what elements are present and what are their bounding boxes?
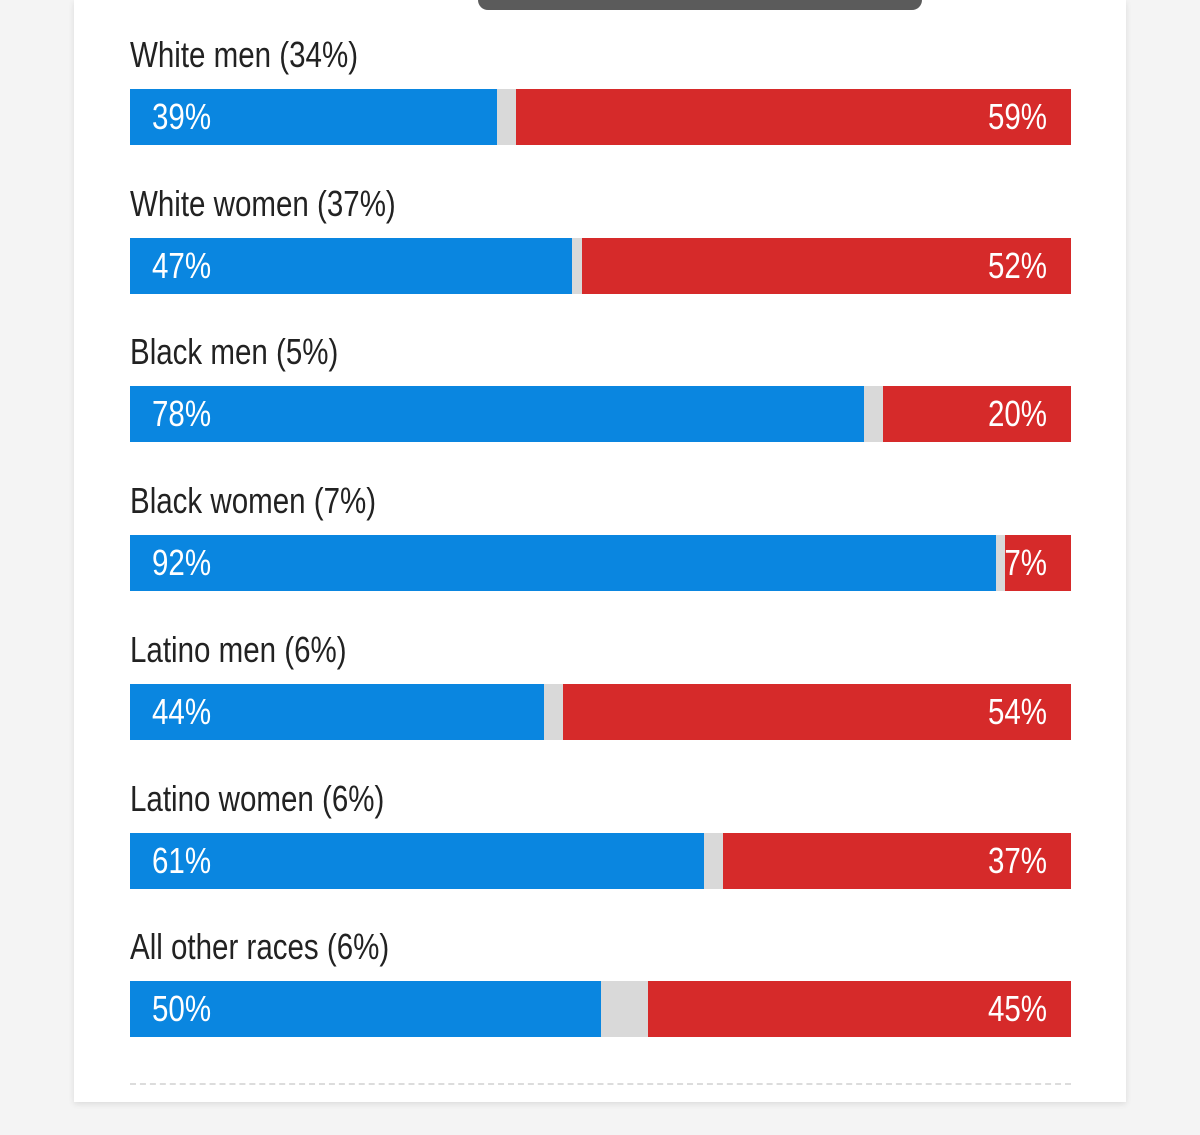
red-bar-segment	[882, 386, 1071, 442]
bar-row: 44% 54%	[130, 684, 1071, 740]
blue-bar-segment	[130, 386, 864, 442]
red-value-label: 59%	[987, 96, 1047, 137]
red-value-label: 20%	[987, 393, 1047, 434]
blue-bar-segment	[130, 684, 545, 740]
category-label: White men (34%)	[130, 34, 359, 75]
bar-row: 47% 52%	[130, 238, 1071, 294]
bar-row: 50% 45%	[130, 981, 1071, 1037]
blue-bar-segment	[130, 89, 497, 145]
category-label: Black women (7%)	[130, 480, 377, 521]
red-value-label: 7%	[1004, 542, 1047, 583]
blue-value-label: 92%	[152, 542, 212, 583]
bar-row: 92% 7%	[130, 535, 1071, 591]
bar-row: 39% 59%	[130, 89, 1071, 145]
bottom-dashed-divider	[130, 1083, 1071, 1085]
red-value-label: 54%	[987, 691, 1047, 732]
red-value-label: 45%	[987, 988, 1047, 1029]
blue-value-label: 78%	[152, 393, 212, 434]
blue-bar-segment	[130, 238, 573, 294]
blue-value-label: 44%	[152, 691, 212, 732]
red-bar-segment	[1005, 535, 1071, 591]
blue-value-label: 39%	[152, 96, 212, 137]
blue-bar-segment	[130, 535, 996, 591]
category-label: Latino men (6%)	[130, 629, 347, 670]
red-value-label: 52%	[987, 245, 1047, 286]
blue-bar-segment	[130, 833, 704, 889]
blue-value-label: 50%	[152, 988, 212, 1029]
blue-bar-segment	[130, 981, 601, 1037]
category-label: White women (37%)	[130, 183, 396, 224]
blue-value-label: 47%	[152, 245, 212, 286]
drag-handle[interactable]	[478, 0, 922, 10]
bar-row: 78% 20%	[130, 386, 1071, 442]
red-value-label: 37%	[987, 840, 1047, 881]
bar-row: 61% 37%	[130, 833, 1071, 889]
category-label: Latino women (6%)	[130, 778, 385, 819]
category-label: All other races (6%)	[130, 926, 390, 967]
red-bar-segment	[515, 89, 1071, 145]
category-label: Black men (5%)	[130, 331, 339, 372]
red-bar-segment	[647, 981, 1071, 1037]
red-bar-segment	[562, 684, 1071, 740]
red-bar-segment	[722, 833, 1071, 889]
blue-value-label: 61%	[152, 840, 212, 881]
red-bar-segment	[581, 238, 1071, 294]
